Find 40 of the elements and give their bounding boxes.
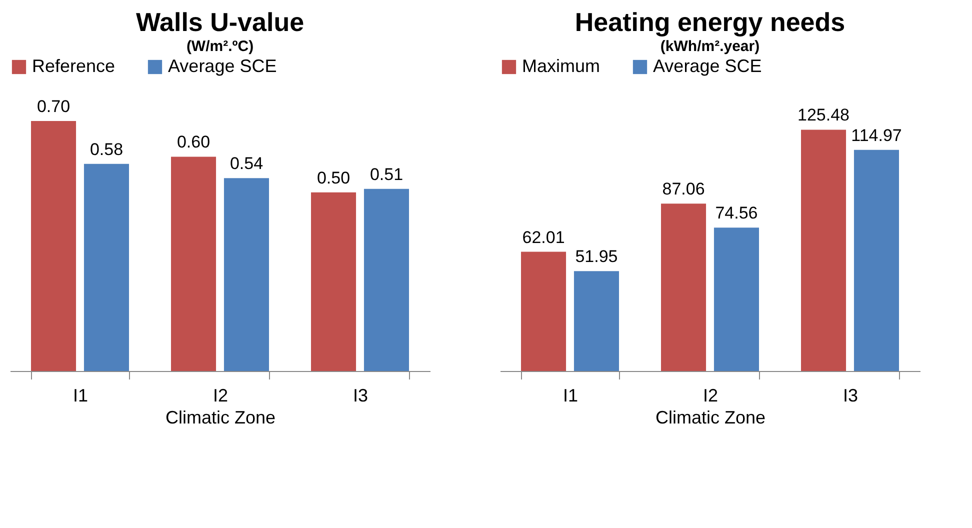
bar [311,192,356,371]
data-label: 0.60 [176,132,210,152]
bar [364,188,409,371]
data-label: 51.95 [575,247,618,266]
x-tick-label: I3 [842,386,858,406]
chart-subtitle: (kWh/m².year) [660,38,760,55]
data-label: 0.54 [230,154,264,174]
chart-title: Heating energy needs [574,7,846,37]
data-label: 0.58 [90,140,124,159]
data-label: 114.97 [851,126,902,145]
legend-label: Average SCE [168,56,277,76]
chart-title: Walls U-value [136,7,304,37]
data-label: 74.56 [715,204,758,223]
x-tick-label: I3 [352,386,368,406]
data-label: 125.48 [798,106,850,125]
data-label: 62.01 [522,228,565,247]
bar [224,178,269,371]
data-label: 0.70 [36,97,70,116]
bar [84,164,129,371]
x-axis-title: Climatic Zone [165,408,276,428]
legend-label: Reference [32,56,116,76]
bar [661,204,706,371]
x-tick-label: I1 [72,386,88,406]
bar [31,121,76,371]
x-tick-label: I2 [212,386,228,406]
legend-label: Average SCE [653,56,762,76]
x-axis-title: Climatic Zone [655,408,766,428]
data-label: 0.50 [316,168,350,188]
legend-label: Maximum [522,56,600,76]
chart-subtitle: (W/m².ºC) [186,38,254,55]
x-tick-label: I2 [702,386,718,406]
bar [854,150,899,371]
bar [171,156,216,371]
bar [574,271,619,371]
x-tick-label: I1 [562,386,578,406]
bar [801,130,846,371]
data-label: 87.06 [662,180,705,199]
data-label: 0.51 [370,164,404,184]
bar [521,252,566,371]
bar [714,228,759,371]
